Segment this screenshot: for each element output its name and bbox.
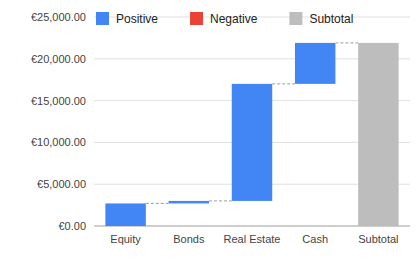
x-tick-label: Cash	[302, 233, 328, 245]
bar	[358, 43, 398, 226]
connector	[209, 200, 232, 201]
bar	[169, 201, 209, 204]
legend-swatch	[190, 12, 203, 25]
bar	[232, 84, 272, 201]
y-tick-label: €20,000.00	[31, 53, 86, 65]
bar	[295, 43, 335, 84]
y-tick-label: €15,000.00	[31, 95, 86, 107]
legend-swatch	[96, 12, 109, 25]
legend-label: Negative	[210, 12, 258, 26]
connector	[272, 83, 295, 84]
y-tick-label: €0.00	[58, 220, 86, 232]
legend-label: Positive	[116, 12, 158, 26]
connector	[146, 203, 169, 204]
x-tick-label: Subtotal	[358, 233, 398, 245]
legend-label: Subtotal	[309, 12, 353, 26]
chart-svg: €0.00 €5,000.00 €10,000.00 €15,000.00 €20,00…	[0, 0, 420, 259]
chart-container: €0.00 €5,000.00 €10,000.00 €15,000.00 €20,00…	[0, 0, 420, 259]
legend: Positive Negative Subtotal	[96, 12, 353, 26]
x-tick-label: Real Estate	[224, 233, 281, 245]
connector	[335, 42, 358, 43]
x-tick-label: Equity	[110, 233, 141, 245]
y-tick-label: €5,000.00	[37, 178, 86, 190]
legend-swatch	[289, 12, 302, 25]
bars	[105, 43, 398, 226]
y-tick-label: €25,000.00	[31, 11, 86, 23]
x-tick-label: Bonds	[173, 233, 205, 245]
bar	[105, 203, 145, 226]
y-tick-label: €10,000.00	[31, 136, 86, 148]
